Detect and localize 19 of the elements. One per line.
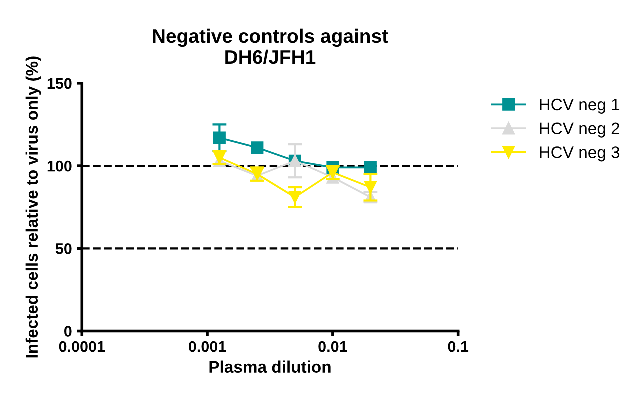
point <box>364 161 377 174</box>
y-tick-label: 100 <box>48 160 72 172</box>
x-axis-title: Plasma dilution <box>210 360 331 374</box>
point <box>213 132 226 144</box>
y-tick-label: 50 <box>56 244 72 254</box>
x-tick-label: 0.01 <box>318 341 348 352</box>
x-tick-label: 0.1 <box>448 341 469 352</box>
chart-title: Negative controls against DH6/JFH1 <box>153 28 388 64</box>
legend-label: HCV neg 3 <box>540 146 620 162</box>
y-axis-title: Infected cells relative to virus only (%) <box>26 56 42 358</box>
y-tick-label: 0 <box>64 326 72 337</box>
point <box>251 142 264 154</box>
point <box>288 191 302 204</box>
x-tick-label: 0.0001 <box>59 341 106 352</box>
y-tick-label: 150 <box>48 78 72 90</box>
legend-label: HCV neg 2 <box>540 122 620 138</box>
point <box>364 181 377 194</box>
legend-label: HCV neg 1 <box>540 98 620 114</box>
x-tick-label: 0.001 <box>189 341 226 352</box>
